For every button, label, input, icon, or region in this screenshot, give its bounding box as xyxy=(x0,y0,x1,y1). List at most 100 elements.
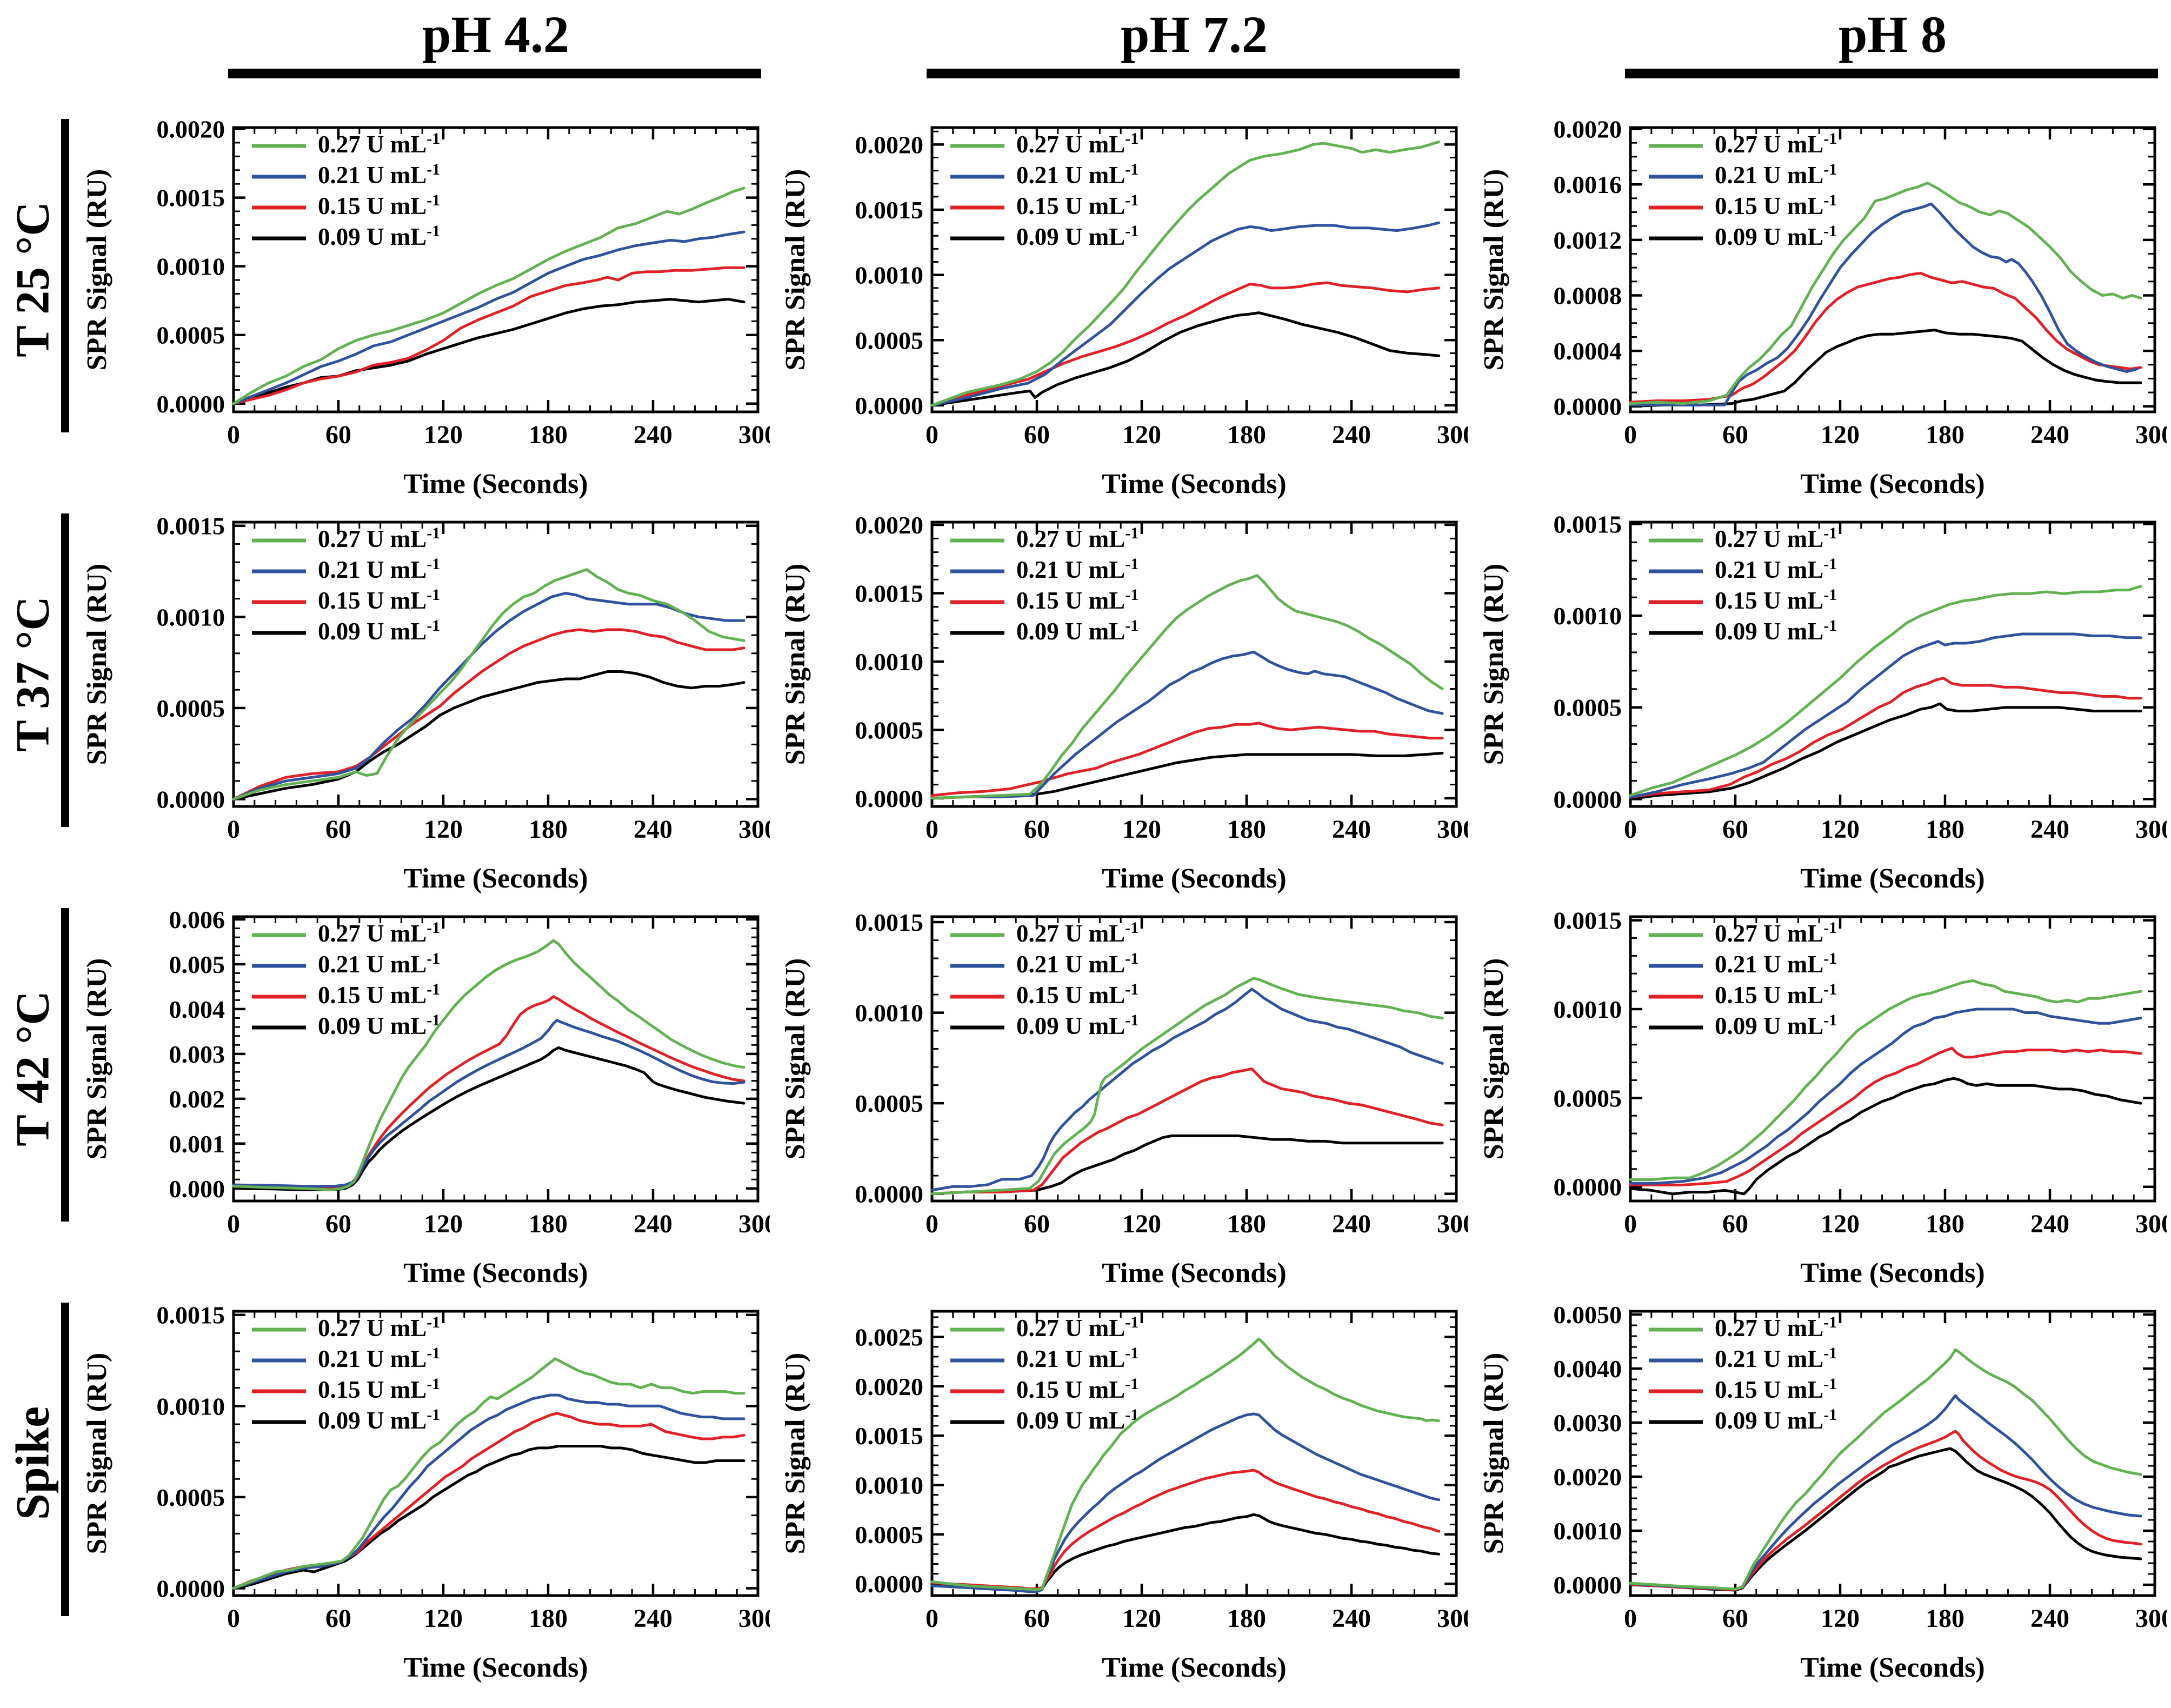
row-header-label: T 37 °C xyxy=(6,596,59,752)
x-tick-label: 60 xyxy=(1722,1210,1748,1238)
series-curve xyxy=(232,1019,745,1188)
y-tick-label: 0.0020 xyxy=(855,511,924,539)
legend-label: 0.21 U mL-1 xyxy=(1016,161,1138,189)
x-axis-title: Time (Seconds) xyxy=(403,863,588,894)
legend-label: 0.27 U mL-1 xyxy=(1016,130,1138,158)
series-curve xyxy=(232,1357,745,1590)
series-curve xyxy=(232,1412,745,1590)
legend-label: 0.21 U mL-1 xyxy=(1715,950,1837,978)
series-curve xyxy=(1629,1077,2142,1196)
column-header-ph-7-2: pH 7.2 xyxy=(770,7,1468,78)
legend-label: 0.27 U mL-1 xyxy=(1016,919,1138,947)
x-tick-label: 60 xyxy=(325,815,351,844)
y-tick-label: 0.0000 xyxy=(855,785,924,812)
x-tick-label: 0 xyxy=(1624,1604,1637,1633)
y-axis-title: SPR Signal (RU) xyxy=(1479,958,1509,1160)
legend-label: 0.09 U mL-1 xyxy=(318,1406,440,1434)
row-underline-bar xyxy=(61,513,69,827)
legend-label: 0.27 U mL-1 xyxy=(318,130,440,158)
legend-label: 0.21 U mL-1 xyxy=(318,161,440,189)
y-tick-label: 0.0030 xyxy=(1554,1409,1622,1437)
chart-svg: 0 60 120 180 240 300 0.0000 0.0005 0.0010 0.0015 S… xyxy=(1479,510,2167,894)
y-tick-label: 0.0008 xyxy=(1554,282,1622,309)
series-curve xyxy=(1629,1430,2142,1591)
x-tick-label: 120 xyxy=(1821,1210,1860,1238)
x-tick-label: 240 xyxy=(1332,1210,1371,1238)
chart-spike-ph8: 0 60 120 180 240 300 0.0000 0.0010 0.0020 0.0030 0… xyxy=(1468,1297,2167,1692)
x-axis-title: Time (Seconds) xyxy=(1102,469,1286,499)
legend-label: 0.15 U mL-1 xyxy=(318,980,440,1009)
column-header-label: pH 8 xyxy=(1838,5,1947,63)
chart-t25-ph4-2: 0 60 120 180 240 300 0.0000 0.0005 0.0010 0.0015 0… xyxy=(71,114,770,508)
column-header-ph-4-2: pH 4.2 xyxy=(71,5,770,78)
x-tick-label: 120 xyxy=(424,1604,463,1633)
x-tick-label: 0 xyxy=(227,815,240,844)
chart-svg: 0 60 120 180 240 300 0.0000 0.0005 0.0010 0.0015 S… xyxy=(82,1302,770,1683)
series-curve xyxy=(930,650,1444,800)
x-tick-label: 0 xyxy=(1624,815,1637,844)
y-tick-label: 0.0010 xyxy=(855,1471,924,1499)
chart-t42-ph4-2: 0 60 120 180 240 300 0.000 0.001 0.002 0.003 0.004… xyxy=(71,903,770,1297)
chart-spike-ph4-2: 0 60 120 180 240 300 0.0000 0.0005 0.0010 0.0015 S… xyxy=(71,1297,770,1692)
y-tick-label: 0.0010 xyxy=(157,603,225,631)
series-curve xyxy=(930,1134,1444,1196)
y-tick-label: 0.0020 xyxy=(855,1373,924,1400)
series-curve xyxy=(232,1393,745,1590)
x-tick-label: 180 xyxy=(1227,1210,1266,1238)
y-axis-title: SPR Signal (RU) xyxy=(82,169,112,371)
x-axis-title: Time (Seconds) xyxy=(1800,1652,1984,1683)
x-tick-label: 240 xyxy=(2030,421,2069,449)
legend-label: 0.21 U mL-1 xyxy=(1715,555,1837,583)
x-tick-label: 0 xyxy=(227,421,240,449)
x-axis-title: Time (Seconds) xyxy=(403,469,588,499)
x-tick-label: 120 xyxy=(1122,815,1161,844)
x-axis-title: Time (Seconds) xyxy=(1102,1258,1286,1289)
y-axis-title: SPR Signal (RU) xyxy=(82,958,112,1160)
series-curve xyxy=(232,186,745,405)
x-tick-label: 120 xyxy=(1821,421,1860,449)
x-tick-label: 60 xyxy=(1024,815,1050,844)
y-tick-label: 0.0050 xyxy=(1554,1301,1622,1329)
legend-label: 0.21 U mL-1 xyxy=(318,1344,440,1372)
x-tick-label: 120 xyxy=(1821,1604,1860,1633)
series-curve xyxy=(1629,702,2142,800)
series-curve xyxy=(930,1412,1441,1593)
y-tick-label: 0.0000 xyxy=(1554,1173,1622,1201)
x-axis-title: Time (Seconds) xyxy=(1102,1652,1286,1683)
legend-label: 0.27 U mL-1 xyxy=(1715,524,1837,552)
y-tick-label: 0.0016 xyxy=(1554,171,1622,198)
x-tick-label: 240 xyxy=(634,815,672,844)
series-curve xyxy=(232,1046,745,1191)
x-tick-label: 120 xyxy=(1821,815,1860,844)
x-tick-label: 240 xyxy=(2030,1604,2069,1633)
row-underline-bar xyxy=(61,119,69,432)
y-tick-label: 0.0012 xyxy=(1554,226,1622,254)
y-tick-label: 0.0000 xyxy=(1554,393,1622,421)
legend-label: 0.15 U mL-1 xyxy=(1715,1375,1837,1403)
x-tick-label: 0 xyxy=(227,1210,240,1238)
chart-t42-ph8: 0 60 120 180 240 300 0.0000 0.0005 0.0010 0.0015 S… xyxy=(1468,903,2167,1297)
x-tick-label: 180 xyxy=(1926,1604,1964,1633)
y-tick-label: 0.0010 xyxy=(1554,996,1622,1023)
x-axis-title: Time (Seconds) xyxy=(1800,1258,1984,1289)
x-tick-label: 240 xyxy=(634,1210,672,1238)
x-axis-title: Time (Seconds) xyxy=(403,1258,588,1289)
y-tick-label: 0.0005 xyxy=(157,322,225,349)
y-axis-title: SPR Signal (RU) xyxy=(82,564,112,765)
x-tick-label: 180 xyxy=(529,421,568,449)
x-axis-title: Time (Seconds) xyxy=(1800,469,1984,499)
legend-label: 0.21 U mL-1 xyxy=(318,950,440,978)
legend-label: 0.15 U mL-1 xyxy=(1016,1375,1138,1403)
chart-svg: 0 60 120 180 240 300 0.0000 0.0005 0.0010 0.0015 S… xyxy=(82,512,770,894)
legend-label: 0.15 U mL-1 xyxy=(1715,191,1837,219)
x-tick-label: 0 xyxy=(1624,421,1637,449)
header-underline-bar xyxy=(228,68,761,78)
column-header-label: pH 4.2 xyxy=(422,5,570,63)
series-curve xyxy=(1629,202,2139,406)
x-tick-label: 180 xyxy=(1926,1210,1964,1238)
y-tick-label: 0.003 xyxy=(169,1040,225,1068)
y-tick-label: 0.0015 xyxy=(855,196,924,224)
y-tick-label: 0.0015 xyxy=(157,1302,225,1329)
row-underline-bar xyxy=(61,908,69,1222)
